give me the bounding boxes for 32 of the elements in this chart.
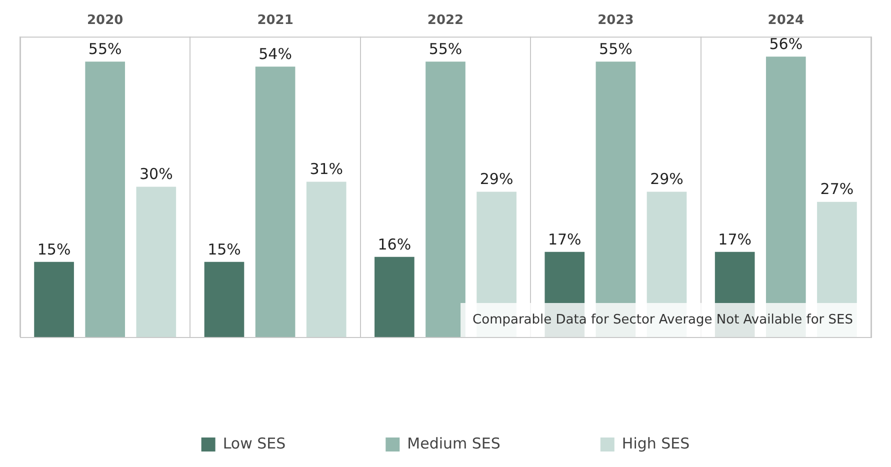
x-tick-label: 2022 — [427, 13, 464, 28]
legend-label: Low SES — [222, 434, 286, 452]
data-label: 27% — [820, 180, 854, 198]
data-label: 15% — [37, 240, 71, 258]
bar — [374, 256, 414, 337]
legend-label: High SES — [622, 434, 690, 452]
data-label: 30% — [139, 165, 173, 184]
bar — [85, 62, 126, 337]
bar — [136, 186, 176, 337]
data-label: 17% — [718, 230, 752, 248]
bar — [306, 182, 346, 337]
data-label: 31% — [310, 160, 344, 178]
bar — [426, 62, 466, 337]
annotation: Comparable Data for Sector Average Not Available for SES — [472, 312, 854, 328]
data-label: 29% — [650, 170, 684, 188]
data-label: 29% — [480, 170, 514, 188]
x-tick-label: 2024 — [768, 13, 804, 28]
x-tick-label: 2023 — [598, 13, 634, 28]
data-label: 55% — [428, 40, 462, 58]
data-label: 55% — [599, 40, 632, 58]
bar — [255, 66, 296, 337]
data-label: 54% — [258, 45, 292, 64]
bar — [204, 262, 244, 337]
data-label: 16% — [378, 235, 412, 254]
legend-label: Medium SES — [407, 434, 500, 452]
x-tick-label: 2020 — [87, 13, 124, 28]
data-label: 15% — [208, 240, 241, 258]
data-label: 17% — [548, 230, 582, 248]
x-tick-label: 2021 — [257, 13, 294, 28]
bar — [34, 262, 74, 337]
data-label: 55% — [88, 40, 122, 58]
data-label: 56% — [769, 35, 803, 54]
